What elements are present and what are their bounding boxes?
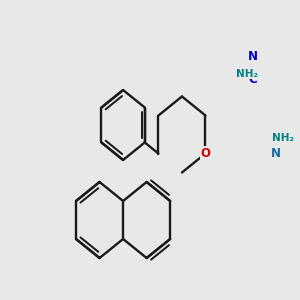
- Text: NH₂: NH₂: [272, 133, 294, 143]
- Text: C: C: [248, 73, 257, 86]
- Text: N: N: [248, 50, 258, 63]
- Text: N: N: [271, 147, 281, 160]
- Text: O: O: [200, 147, 211, 160]
- Text: NH₂: NH₂: [236, 69, 258, 79]
